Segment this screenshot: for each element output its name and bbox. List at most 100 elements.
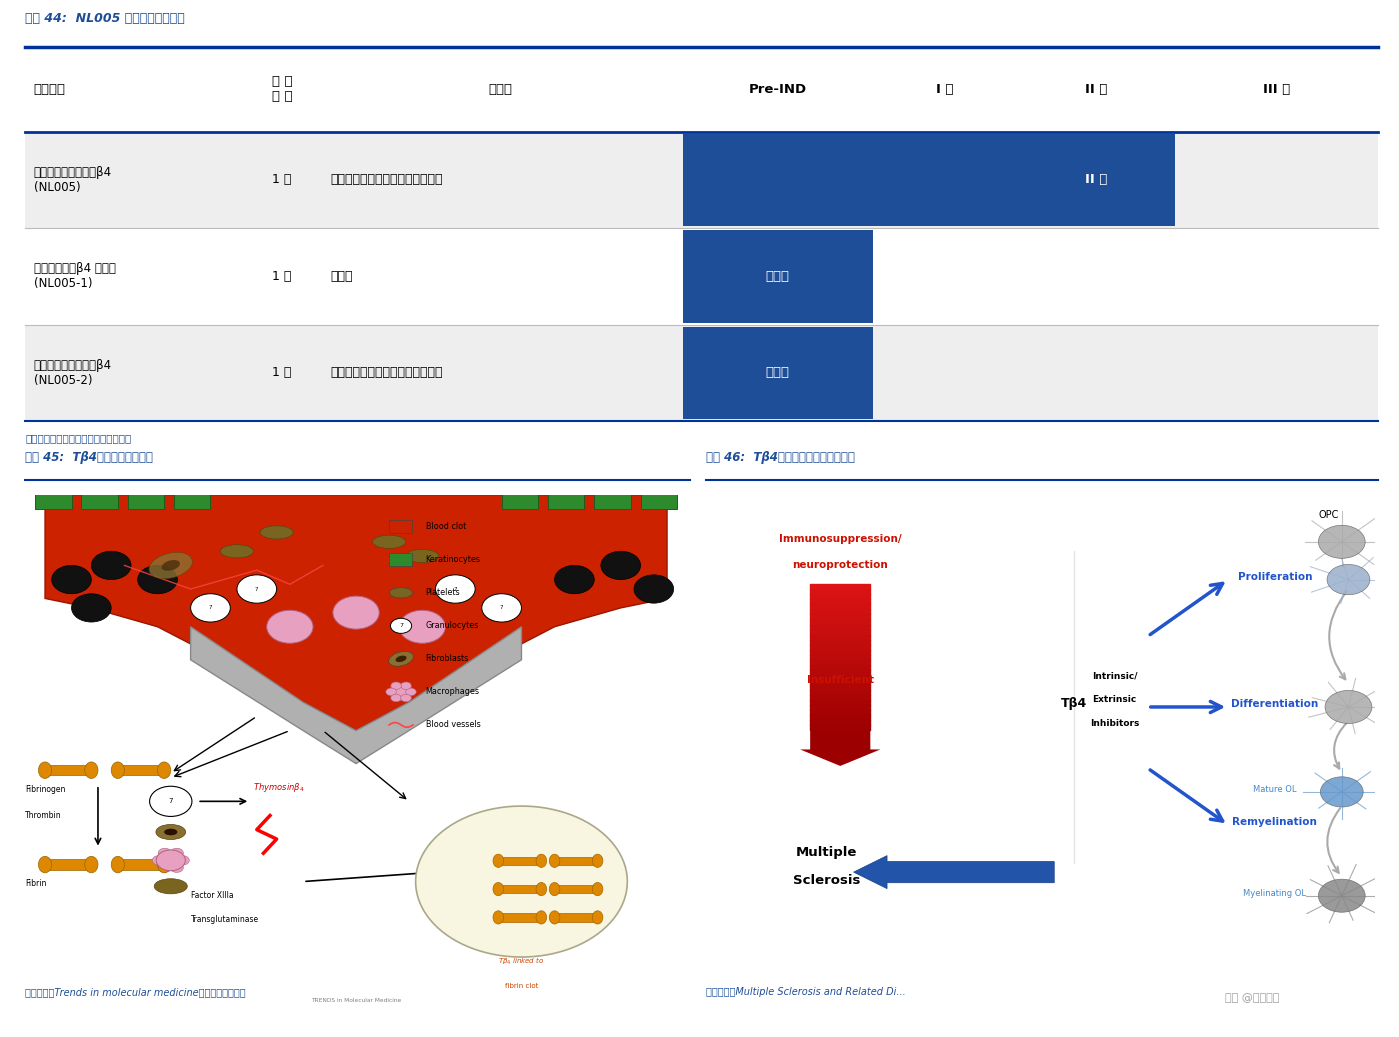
Text: 7: 7 <box>499 606 504 611</box>
Bar <box>498 857 541 865</box>
Text: II 期: II 期 <box>1086 173 1107 187</box>
Bar <box>554 914 597 922</box>
FancyArrow shape <box>800 730 880 766</box>
Ellipse shape <box>372 535 406 549</box>
Circle shape <box>390 618 411 634</box>
Ellipse shape <box>389 651 414 666</box>
Ellipse shape <box>158 762 171 779</box>
Bar <box>45 765 91 776</box>
Bar <box>683 230 873 323</box>
Text: 7: 7 <box>255 587 259 591</box>
Text: Blood clot: Blood clot <box>425 523 466 531</box>
Bar <box>25 132 1378 228</box>
Ellipse shape <box>85 762 98 779</box>
Text: Thymosin$\beta_4$: Thymosin$\beta_4$ <box>253 781 305 794</box>
Ellipse shape <box>550 882 560 896</box>
Circle shape <box>190 594 231 622</box>
Circle shape <box>91 552 132 580</box>
Circle shape <box>150 786 192 816</box>
Circle shape <box>400 682 411 690</box>
Text: 1 类: 1 类 <box>273 270 291 283</box>
Text: 注射用重组人胸腺素β4
(NL005-2): 注射用重组人胸腺素β4 (NL005-2) <box>34 359 112 387</box>
Circle shape <box>236 574 277 604</box>
Ellipse shape <box>536 910 547 924</box>
Text: Intrinsic/: Intrinsic/ <box>1091 672 1137 680</box>
Text: Extrinsic: Extrinsic <box>1093 695 1136 704</box>
Text: Immunosuppression/: Immunosuppression/ <box>779 534 901 543</box>
Text: 注射用重组人胸腺素β4
(NL005): 注射用重组人胸腺素β4 (NL005) <box>34 166 112 194</box>
Text: Platelets: Platelets <box>425 588 460 597</box>
Text: Myelinating OL: Myelinating OL <box>1244 889 1307 898</box>
Circle shape <box>158 863 172 872</box>
Text: 重组人胸腺素β4 滴眼液
(NL005-1): 重组人胸腺素β4 滴眼液 (NL005-1) <box>34 262 116 290</box>
Ellipse shape <box>158 857 171 873</box>
Text: Mature OL: Mature OL <box>1254 785 1297 794</box>
Ellipse shape <box>155 824 186 840</box>
Circle shape <box>406 689 417 696</box>
Bar <box>45 860 91 870</box>
Text: Factor XIIIa: Factor XIIIa <box>190 891 234 900</box>
Ellipse shape <box>260 526 294 539</box>
Ellipse shape <box>161 560 180 570</box>
Text: fibrin clot: fibrin clot <box>505 983 539 988</box>
Text: II 期: II 期 <box>1086 83 1107 95</box>
Text: Macrophages: Macrophages <box>425 688 480 697</box>
Text: 急性心肌梗死所致缺血再灌注损伤: 急性心肌梗死所致缺血再灌注损伤 <box>330 173 442 187</box>
Polygon shape <box>45 495 667 730</box>
Text: Pre-IND: Pre-IND <box>748 83 807 95</box>
Circle shape <box>554 565 595 594</box>
Circle shape <box>399 610 445 643</box>
Circle shape <box>152 856 165 865</box>
Circle shape <box>267 610 313 643</box>
Text: Tβ4: Tβ4 <box>1062 697 1087 710</box>
Text: 7: 7 <box>168 798 173 805</box>
Text: Multiple: Multiple <box>796 845 858 859</box>
Circle shape <box>333 596 379 629</box>
Circle shape <box>389 683 413 700</box>
Ellipse shape <box>550 854 560 867</box>
Ellipse shape <box>550 910 560 924</box>
Text: neuroprotection: neuroprotection <box>792 560 888 569</box>
Circle shape <box>1321 777 1363 807</box>
Text: Keratinocytes: Keratinocytes <box>425 555 480 564</box>
Bar <box>127 483 164 509</box>
Bar <box>389 521 413 533</box>
Text: 资料来源：公司公告，国盛证券研究所: 资料来源：公司公告，国盛证券研究所 <box>25 433 132 444</box>
Text: 干眼症: 干眼症 <box>330 270 353 283</box>
Text: Proliferation: Proliferation <box>1238 571 1312 582</box>
Ellipse shape <box>536 882 547 896</box>
Bar <box>118 765 164 776</box>
Text: 1 类: 1 类 <box>273 173 291 187</box>
Ellipse shape <box>85 857 98 873</box>
Circle shape <box>386 689 396 696</box>
Text: 7: 7 <box>399 623 403 628</box>
Circle shape <box>71 594 111 622</box>
Bar <box>641 483 677 509</box>
Polygon shape <box>416 806 627 957</box>
Ellipse shape <box>389 588 413 598</box>
Text: 产品名称: 产品名称 <box>34 83 66 95</box>
Text: Thrombin: Thrombin <box>25 811 62 820</box>
Bar <box>25 325 1378 421</box>
Text: Inhibitors: Inhibitors <box>1090 719 1139 728</box>
Bar <box>683 327 873 419</box>
Text: 急性肺损伤和急性呼吸窘迫综合征: 急性肺损伤和急性呼吸窘迫综合征 <box>330 366 442 380</box>
FancyArrow shape <box>853 856 1055 889</box>
Circle shape <box>158 848 172 858</box>
Bar <box>554 885 597 893</box>
Text: 注 册
分 类: 注 册 分 类 <box>271 75 292 104</box>
Text: Remyelination: Remyelination <box>1233 817 1318 826</box>
Text: Transglutaminase: Transglutaminase <box>190 915 259 924</box>
Bar <box>498 914 541 922</box>
Text: Fibrin: Fibrin <box>25 879 46 889</box>
Circle shape <box>171 863 183 872</box>
Text: 临床前: 临床前 <box>765 366 790 380</box>
Text: 1 类: 1 类 <box>273 366 291 380</box>
Bar <box>25 228 1378 325</box>
Text: III 期: III 期 <box>1263 83 1290 95</box>
Circle shape <box>481 594 522 622</box>
Circle shape <box>400 694 411 702</box>
Text: 资料来源：Multiple Sclerosis and Related Di...: 资料来源：Multiple Sclerosis and Related Di..… <box>706 987 907 998</box>
Text: Insufficient: Insufficient <box>807 675 874 685</box>
Text: 临床前: 临床前 <box>765 270 790 283</box>
